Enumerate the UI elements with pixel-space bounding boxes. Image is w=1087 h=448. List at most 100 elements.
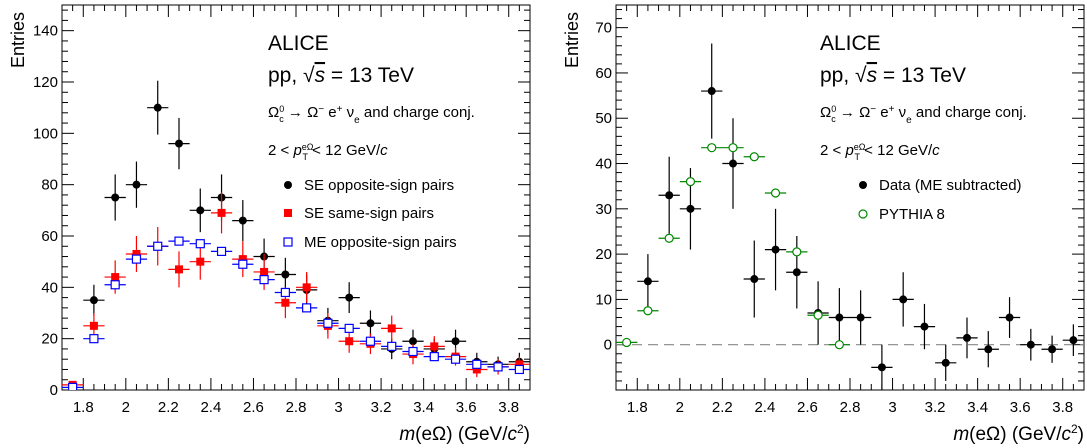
right-plot-frame — [615, 4, 1085, 391]
left-plot-frame — [61, 4, 531, 391]
x-tick-label: 2.4 — [754, 399, 775, 416]
y-tick-label: 40 — [595, 156, 612, 173]
data-point — [920, 322, 929, 331]
data-point — [196, 206, 205, 215]
data-point — [238, 216, 247, 225]
data-point — [750, 275, 759, 284]
x-tick-label: 1.8 — [73, 399, 94, 416]
legend-marker-open-circle — [858, 209, 868, 219]
x-tick-label: 2.8 — [840, 399, 861, 416]
data-point — [238, 255, 247, 264]
data-point — [196, 257, 205, 266]
y-tick-label: 70 — [595, 20, 612, 37]
data-point — [899, 295, 908, 304]
data-point — [110, 280, 120, 290]
x-tick-label: 2 — [122, 399, 130, 416]
y-tick-label: 50 — [595, 110, 612, 127]
data-point — [89, 296, 98, 305]
x-tick-label: 3.6 — [456, 399, 477, 416]
data-point — [963, 333, 971, 342]
legend-marker-open-square — [283, 237, 293, 247]
x-tick-label: 3 — [888, 399, 896, 416]
data-point — [302, 283, 311, 292]
data-point — [132, 249, 141, 258]
data-point — [260, 267, 269, 276]
y-tick-label: 20 — [595, 246, 612, 263]
x-tick-label: 2.2 — [712, 399, 733, 416]
left-experiment-label: ALICE — [268, 32, 329, 55]
right-x-axis-label: m(eΩ) (GeV/c2) — [953, 422, 1084, 445]
left-pt-range-label: 2 < peΩ T < 12 GeV/c — [268, 142, 388, 162]
y-tick-label: 20 — [41, 331, 58, 348]
data-point — [771, 245, 780, 254]
data-point — [792, 268, 801, 277]
left-y-axis-label: Entries — [8, 12, 28, 68]
data-point — [664, 233, 674, 243]
left-decay-label: Ω0 c → Ω− e+ νe and charge conj. — [268, 104, 475, 126]
right-y-axis-label: Entries — [562, 12, 582, 68]
data-point — [281, 298, 290, 307]
data-point — [877, 363, 886, 372]
x-tick-label: 3.2 — [925, 399, 946, 416]
series-0 — [62, 80, 530, 390]
left-data-marks — [62, 80, 530, 390]
series-2 — [62, 236, 530, 390]
x-tick-label: 2 — [676, 399, 684, 416]
data-point — [770, 188, 781, 198]
data-point — [153, 103, 162, 112]
right-decay-label: Ω0 c → Ω− e+ νe and charge conj. — [820, 104, 1027, 126]
right-legend: Data (ME subtracted) PYTHIA 8 — [858, 177, 1022, 223]
data-point — [813, 310, 823, 320]
x-tick-label: 1.8 — [627, 399, 648, 416]
data-point — [89, 334, 99, 344]
y-tick-label: 140 — [33, 23, 58, 40]
legend-item-se-opposite: SE opposite-sign pairs — [284, 177, 454, 194]
data-point — [1026, 340, 1035, 349]
right-y-axis: 0 10 20 30 40 50 60 70 — [595, 9, 1084, 391]
x-tick-label: 3.8 — [1052, 399, 1073, 416]
data-point — [429, 352, 439, 362]
series-1 — [616, 143, 850, 350]
x-tick-label: 3.2 — [371, 399, 392, 416]
x-tick-label: 3.6 — [1010, 399, 1031, 416]
data-point — [1048, 345, 1057, 354]
right-experiment-label: ALICE — [820, 32, 881, 55]
y-tick-label: 0 — [604, 337, 612, 354]
legend-label: Data (ME subtracted) — [879, 177, 1022, 194]
x-tick-label: 2.8 — [286, 399, 307, 416]
data-point — [89, 321, 98, 330]
y-tick-label: 80 — [41, 177, 58, 194]
y-tick-label: 120 — [33, 74, 58, 91]
data-point — [259, 275, 269, 285]
data-point — [451, 337, 460, 346]
data-point — [409, 337, 417, 346]
y-tick-label: 30 — [595, 201, 612, 218]
data-point — [472, 359, 482, 369]
data-point — [68, 382, 78, 390]
data-point — [216, 246, 227, 256]
data-point — [643, 277, 652, 286]
data-point — [174, 236, 184, 246]
legend-item-me-opposite: ME opposite-sign pairs — [283, 234, 457, 251]
left-panel: 1.8 2 2.2 2.4 2.6 2.8 3 3.2 3.4 3.6 3.8 0204060801… — [8, 4, 531, 445]
data-point — [430, 342, 439, 351]
left-x-axis-label: m(eΩ) (GeV/c2) — [399, 422, 530, 445]
data-point — [729, 159, 737, 168]
x-tick-label: 3.4 — [967, 399, 988, 416]
left-system-label: pp, √s = 13 TeV — [268, 64, 414, 87]
data-point — [728, 143, 738, 153]
left-y-axis: 0 20 40 60 80 100 120 140 — [33, 9, 530, 399]
data-point — [984, 345, 993, 354]
x-tick-label: 2.2 — [158, 399, 179, 416]
data-point — [387, 341, 397, 351]
data-point — [792, 247, 802, 257]
data-point — [450, 354, 461, 364]
data-point — [472, 365, 481, 374]
right-panel: 1.8 2 2.2 2.4 2.6 2.8 3 3.2 3.4 3.6 3.8 0 10 20 30 40 5… — [562, 4, 1085, 445]
data-point — [175, 265, 183, 274]
legend-label: SE same-sign pairs — [304, 205, 434, 222]
data-point — [323, 318, 333, 328]
x-tick-label: 3.4 — [413, 399, 434, 416]
data-point — [365, 336, 376, 346]
